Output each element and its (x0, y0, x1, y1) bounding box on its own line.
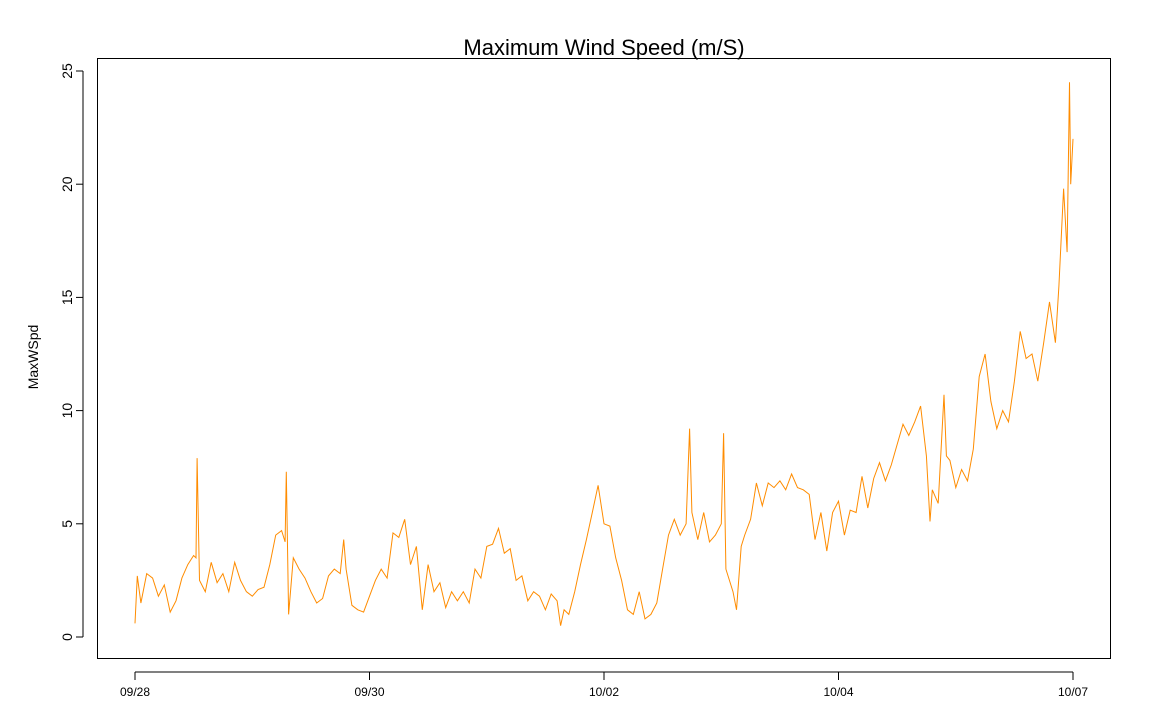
plot-box (97, 58, 1111, 659)
x-tick-label: 10/04 (823, 685, 853, 699)
x-tick-label: 09/30 (354, 685, 384, 699)
y-tick-label: 10 (59, 403, 75, 419)
y-tick-label: 20 (59, 176, 75, 192)
x-tick-label: 10/02 (589, 685, 619, 699)
x-axis: 09/28 09/30 10/02 10/04 10/07 (120, 671, 1088, 699)
x-tick-label: 09/28 (120, 685, 150, 699)
y-tick-label: 25 (59, 63, 75, 79)
y-axis-label: MaxWSpd (25, 325, 41, 390)
y-tick-label: 15 (59, 289, 75, 305)
series-line-maxwspd (134, 82, 1074, 626)
y-tick-label: 5 (59, 520, 75, 528)
x-tick-label: 10/07 (1058, 685, 1088, 699)
series-group (134, 82, 1074, 626)
y-axis: 0 5 10 15 20 25 (59, 63, 84, 641)
chart-title: Maximum Wind Speed (m/S) (463, 35, 744, 60)
y-tick-label: 0 (59, 633, 75, 641)
